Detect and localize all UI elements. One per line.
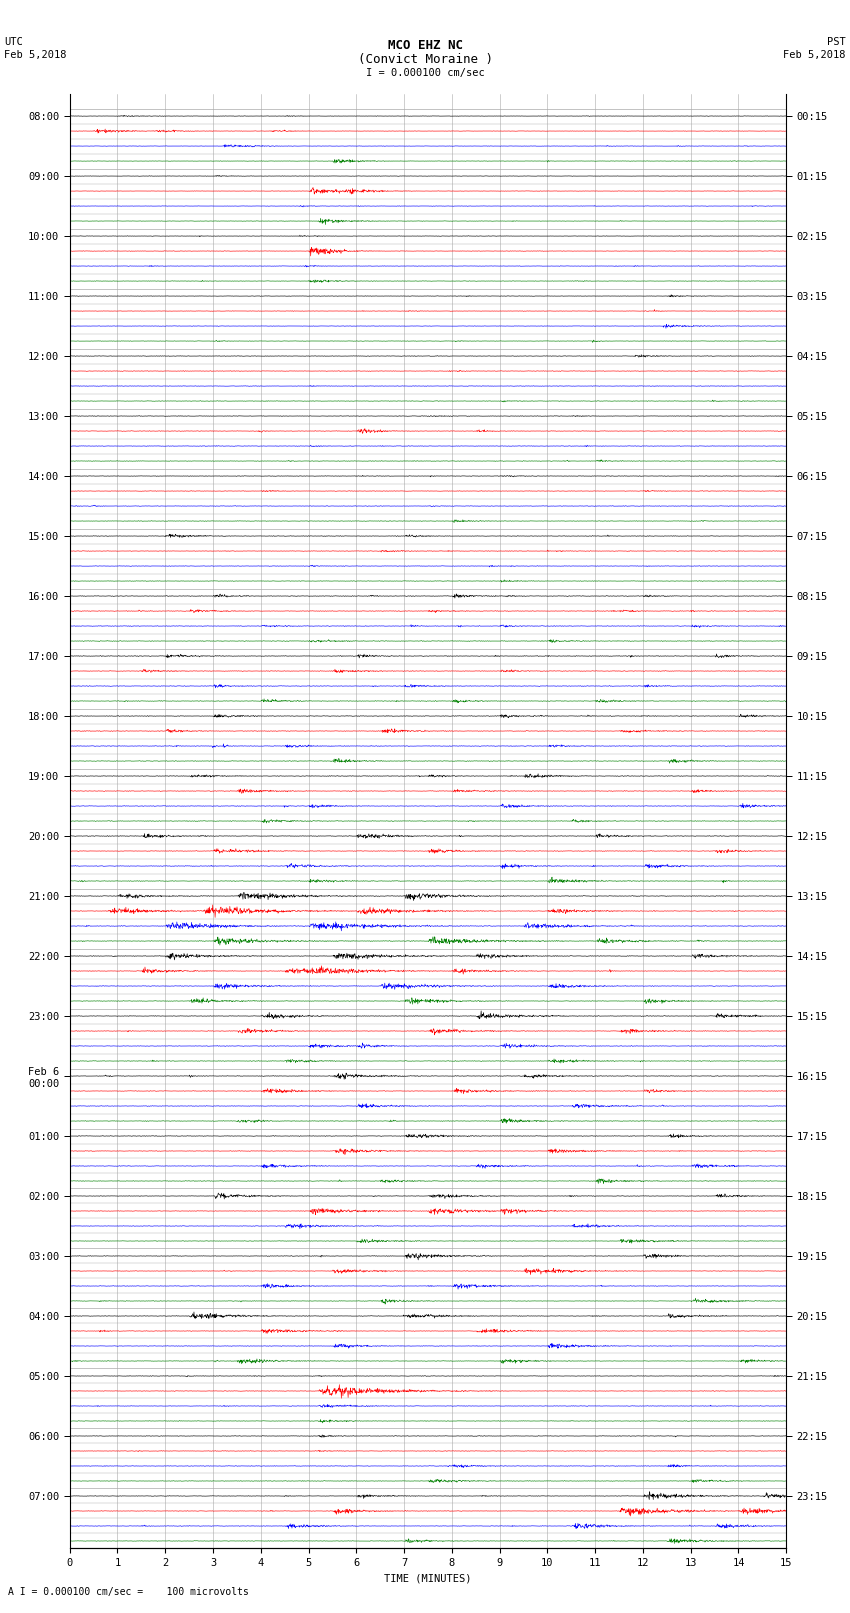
Text: I = 0.000100 cm/sec: I = 0.000100 cm/sec [366,68,484,77]
X-axis label: TIME (MINUTES): TIME (MINUTES) [384,1574,472,1584]
Text: PST: PST [827,37,846,47]
Text: A I = 0.000100 cm/sec =    100 microvolts: A I = 0.000100 cm/sec = 100 microvolts [8,1587,249,1597]
Text: MCO EHZ NC: MCO EHZ NC [388,39,462,52]
Text: Feb 5,2018: Feb 5,2018 [4,50,67,60]
Text: UTC: UTC [4,37,23,47]
Text: (Convict Moraine ): (Convict Moraine ) [358,53,492,66]
Text: Feb 5,2018: Feb 5,2018 [783,50,846,60]
